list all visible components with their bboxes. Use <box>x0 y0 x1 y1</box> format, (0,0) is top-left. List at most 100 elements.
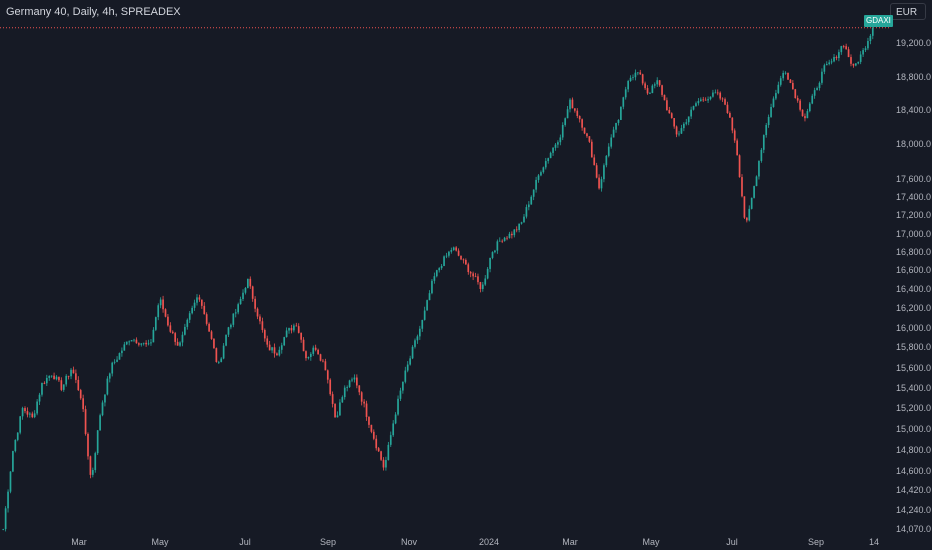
candle-body <box>612 129 615 138</box>
candle-body <box>130 339 133 342</box>
candle-body <box>280 345 283 350</box>
candle-body <box>680 128 683 134</box>
candle-body <box>615 122 617 130</box>
candle-body <box>261 321 264 330</box>
candle-body <box>213 338 215 349</box>
candle-body <box>431 280 433 294</box>
candle-body <box>830 61 833 63</box>
candle-body <box>656 80 659 85</box>
candle-body <box>53 375 55 380</box>
candle-body <box>256 308 259 317</box>
candle-body <box>729 113 731 118</box>
candle-body <box>198 297 201 300</box>
candle-body <box>75 373 77 380</box>
y-tick-label: 14,800.0 <box>896 445 931 455</box>
candle-body <box>21 408 24 417</box>
candle-body <box>792 82 794 90</box>
candle-body <box>593 157 596 166</box>
candle-body <box>733 130 736 141</box>
candle-body <box>845 46 847 50</box>
candle-body <box>164 309 167 317</box>
candle-body <box>423 310 426 320</box>
candle-body <box>174 333 177 342</box>
candle-body <box>77 379 80 391</box>
x-tick-label: Mar <box>71 537 87 547</box>
candle-body <box>864 48 867 51</box>
candle-body <box>598 177 600 189</box>
candle-body <box>576 110 579 116</box>
candle-body <box>154 317 157 330</box>
y-tick-label: 16,000.0 <box>896 323 931 333</box>
candle-body <box>821 71 823 83</box>
candle-body <box>842 46 845 47</box>
candle-body <box>346 387 349 388</box>
candle-body <box>634 72 637 78</box>
symbol-legend[interactable]: Germany 40, Daily, 4h, SPREADEX <box>6 6 181 18</box>
candle-body <box>683 123 685 129</box>
candle-body <box>171 331 174 334</box>
candle-body <box>162 299 164 310</box>
candle-body <box>263 329 266 339</box>
candle-body <box>525 207 528 217</box>
candle-body <box>295 325 298 327</box>
candle-body <box>738 155 741 178</box>
candle-body <box>775 93 777 99</box>
y-tick-label: 15,400.0 <box>896 383 931 393</box>
currency-selector[interactable]: EUR <box>890 3 926 20</box>
candle-body <box>847 49 850 58</box>
candle-body <box>125 341 128 345</box>
candle-body <box>474 276 477 278</box>
candle-body <box>724 99 726 105</box>
candle-body <box>55 376 58 380</box>
candle-body <box>639 72 642 75</box>
candle-body <box>445 255 448 257</box>
candle-body <box>813 90 816 96</box>
candle-body <box>336 415 339 418</box>
candle-body <box>307 356 310 359</box>
candle-body <box>271 347 273 351</box>
candle-body <box>661 85 663 95</box>
candle-body <box>777 84 780 94</box>
candle-body <box>564 118 567 125</box>
candle-body <box>520 222 523 224</box>
candle-body <box>515 229 518 231</box>
candle-body <box>663 94 666 101</box>
candle-body <box>38 394 41 402</box>
candle-body <box>101 402 104 416</box>
candle-body <box>862 50 864 55</box>
y-tick-label: 14,240.0 <box>896 505 931 515</box>
candle-body <box>869 35 872 42</box>
candle-body <box>450 250 453 252</box>
candle-body <box>649 93 651 94</box>
candle-body <box>547 158 550 162</box>
candle-body <box>460 255 462 260</box>
candle-body <box>503 237 506 242</box>
candle-body <box>455 247 458 251</box>
candle-body <box>559 137 562 143</box>
candle-body <box>409 358 411 365</box>
candle-body <box>586 133 588 137</box>
y-tick-label: 18,000.0 <box>896 139 931 149</box>
candle-body <box>106 378 109 395</box>
candle-body <box>632 77 634 79</box>
candle-body <box>118 353 121 360</box>
candle-body <box>217 361 220 363</box>
candle-body <box>595 165 598 178</box>
candle-body <box>242 292 244 300</box>
candle-body <box>581 119 583 128</box>
candle-body <box>767 116 770 126</box>
candle-body <box>2 529 5 530</box>
x-tick-label: Sep <box>808 537 824 547</box>
candle-body <box>140 343 143 345</box>
candle-body <box>801 109 804 117</box>
candle-body <box>36 401 38 414</box>
candle-body <box>278 349 281 356</box>
candle-body <box>636 72 639 74</box>
candle-body <box>108 373 111 379</box>
candle-body <box>472 273 474 277</box>
candle-body <box>309 353 312 357</box>
candle-body <box>319 354 322 361</box>
candle-body <box>687 116 690 123</box>
